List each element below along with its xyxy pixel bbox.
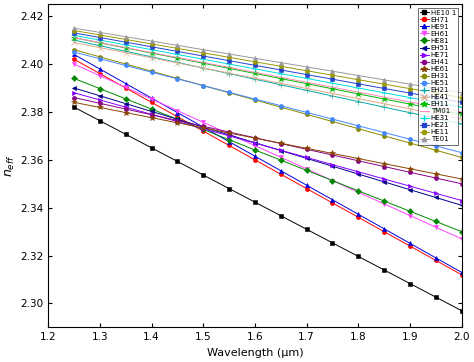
Y-axis label: $n_{eff}$: $n_{eff}$ [4,155,17,177]
X-axis label: Wavelength (μm): Wavelength (μm) [207,348,303,358]
Legend: HE10 1, EH71, HE91, EH61, HE81, EH51, HE71, EH41, HE61, EH31, HE51, EH21, HE41, : HE10 1, EH71, HE91, EH61, HE81, EH51, HE… [418,8,458,144]
